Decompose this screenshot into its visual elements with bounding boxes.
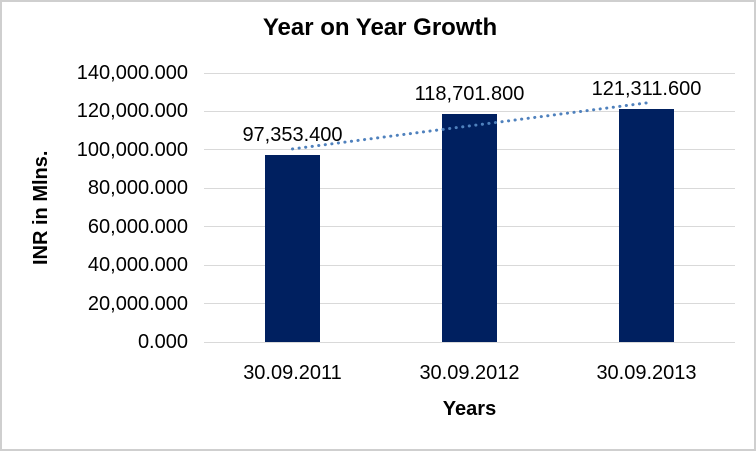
x-tick-label: 30.09.2013 <box>596 362 697 384</box>
bar <box>619 108 674 342</box>
y-tick-label: 40,000.000 <box>87 254 188 277</box>
y-tick-label: 120,000.000 <box>76 100 188 123</box>
bar <box>265 154 320 342</box>
y-tick-label: 0.000 <box>137 331 188 353</box>
bar-value-label: 97,353.400 <box>242 123 343 146</box>
x-tick-label: 30.09.2011 <box>243 362 342 384</box>
y-tick-label: 20,000.000 <box>87 292 188 315</box>
x-tick-label: 30.09.2012 <box>419 362 520 384</box>
y-tick-label: 80,000.000 <box>87 177 188 200</box>
y-gridline <box>204 72 735 74</box>
bar <box>442 113 497 342</box>
y-gridline <box>204 341 735 343</box>
x-axis-title: Years <box>442 398 497 420</box>
bar-value-label: 121,311.600 <box>591 77 702 100</box>
y-tick-label: 60,000.000 <box>87 215 188 238</box>
chart-title: Year on Year Growth <box>262 14 498 41</box>
y-tick-label: 140,000.000 <box>76 62 188 84</box>
y-tick-label: 100,000.000 <box>76 138 188 161</box>
bar-value-label: 118,701.800 <box>414 82 525 105</box>
